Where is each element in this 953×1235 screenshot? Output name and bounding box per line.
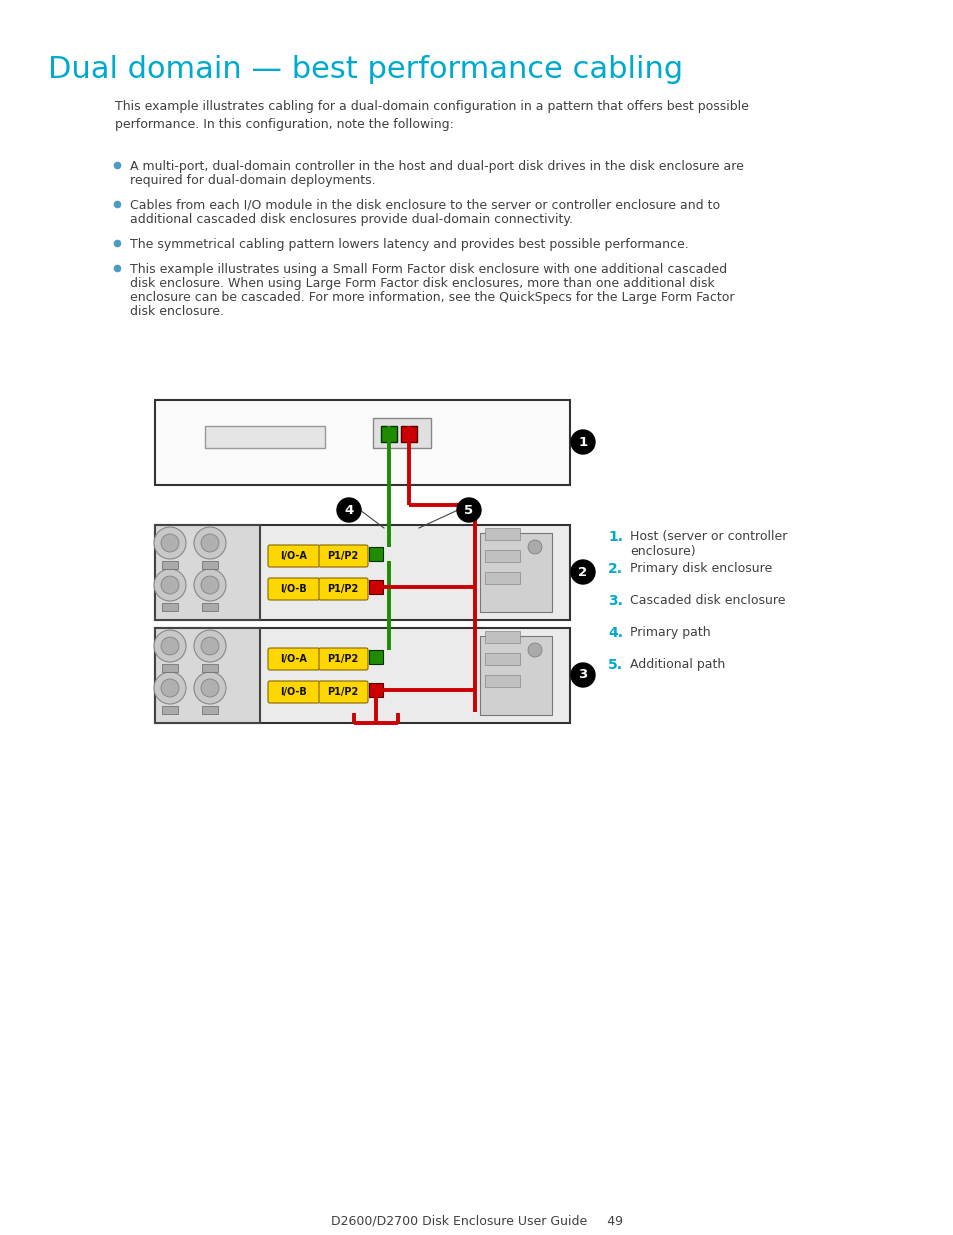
Text: Additional path: Additional path <box>629 658 724 671</box>
Text: 1.: 1. <box>607 530 622 543</box>
Bar <box>369 547 382 561</box>
Bar <box>202 603 218 611</box>
Text: 1: 1 <box>578 436 587 448</box>
Bar <box>380 426 396 442</box>
Text: Primary path: Primary path <box>629 626 710 638</box>
Circle shape <box>161 637 179 655</box>
Bar <box>162 664 178 672</box>
Text: 2: 2 <box>578 566 587 578</box>
Circle shape <box>571 663 595 687</box>
Text: Cables from each I/O module in the disk enclosure to the server or controller en: Cables from each I/O module in the disk … <box>130 199 720 212</box>
FancyBboxPatch shape <box>318 545 368 567</box>
Bar <box>369 580 382 594</box>
Text: I/O-B: I/O-B <box>280 687 307 697</box>
Bar <box>479 534 552 613</box>
Bar <box>154 525 569 620</box>
Text: P1/P2: P1/P2 <box>327 551 358 561</box>
Circle shape <box>201 576 219 594</box>
Text: I/O-A: I/O-A <box>280 655 307 664</box>
Bar <box>154 525 260 620</box>
FancyBboxPatch shape <box>318 648 368 671</box>
Text: I/O-A: I/O-A <box>280 551 307 561</box>
Text: disk enclosure.: disk enclosure. <box>130 305 224 317</box>
Bar <box>484 631 519 643</box>
Bar <box>484 572 519 584</box>
Circle shape <box>571 559 595 584</box>
Circle shape <box>193 630 226 662</box>
Text: D2600/D2700 Disk Enclosure User Guide     49: D2600/D2700 Disk Enclosure User Guide 49 <box>331 1215 622 1228</box>
Circle shape <box>153 672 186 704</box>
Bar <box>162 706 178 714</box>
Bar <box>202 561 218 569</box>
Bar <box>479 636 552 715</box>
Bar <box>202 706 218 714</box>
Circle shape <box>527 540 541 555</box>
Bar <box>205 426 325 448</box>
Text: P1/P2: P1/P2 <box>327 655 358 664</box>
Circle shape <box>456 498 480 522</box>
FancyBboxPatch shape <box>318 680 368 703</box>
Text: 3: 3 <box>578 668 587 682</box>
Circle shape <box>527 643 541 657</box>
Bar <box>484 676 519 687</box>
Text: 3.: 3. <box>607 594 622 608</box>
Text: P1/P2: P1/P2 <box>327 584 358 594</box>
Text: The symmetrical cabling pattern lowers latency and provides best possible perfor: The symmetrical cabling pattern lowers l… <box>130 238 688 251</box>
FancyBboxPatch shape <box>318 578 368 600</box>
Circle shape <box>161 679 179 697</box>
Text: additional cascaded disk enclosures provide dual-domain connectivity.: additional cascaded disk enclosures prov… <box>130 212 573 226</box>
Bar <box>154 400 569 485</box>
Bar <box>162 603 178 611</box>
Bar <box>369 650 382 664</box>
Circle shape <box>161 576 179 594</box>
Bar <box>154 629 260 722</box>
Bar <box>162 561 178 569</box>
Bar <box>484 529 519 540</box>
Bar <box>202 664 218 672</box>
Text: required for dual-domain deployments.: required for dual-domain deployments. <box>130 174 375 186</box>
Bar <box>484 653 519 664</box>
Bar <box>369 683 382 697</box>
Circle shape <box>201 637 219 655</box>
Circle shape <box>193 527 226 559</box>
Bar <box>154 629 569 722</box>
Circle shape <box>153 527 186 559</box>
Bar <box>373 417 431 448</box>
Bar <box>154 525 260 620</box>
Circle shape <box>201 679 219 697</box>
Bar <box>154 629 260 722</box>
Text: enclosure): enclosure) <box>629 545 695 557</box>
FancyBboxPatch shape <box>268 648 319 671</box>
Text: disk enclosure. When using Large Form Factor disk enclosures, more than one addi: disk enclosure. When using Large Form Fa… <box>130 277 714 290</box>
FancyBboxPatch shape <box>268 680 319 703</box>
Circle shape <box>161 534 179 552</box>
Text: I/O-B: I/O-B <box>280 584 307 594</box>
Circle shape <box>193 569 226 601</box>
Text: 5: 5 <box>464 504 473 516</box>
Text: 4: 4 <box>344 504 354 516</box>
Circle shape <box>336 498 360 522</box>
Text: 2.: 2. <box>607 562 622 576</box>
Text: This example illustrates using a Small Form Factor disk enclosure with one addit: This example illustrates using a Small F… <box>130 263 726 275</box>
Text: Primary disk enclosure: Primary disk enclosure <box>629 562 771 576</box>
FancyBboxPatch shape <box>268 578 319 600</box>
Circle shape <box>153 630 186 662</box>
Text: Cascaded disk enclosure: Cascaded disk enclosure <box>629 594 784 606</box>
Bar <box>400 426 416 442</box>
Circle shape <box>153 569 186 601</box>
Text: enclosure can be cascaded. For more information, see the QuickSpecs for the Larg: enclosure can be cascaded. For more info… <box>130 291 734 304</box>
Text: A multi-port, dual-domain controller in the host and dual-port disk drives in th: A multi-port, dual-domain controller in … <box>130 161 743 173</box>
Circle shape <box>571 430 595 454</box>
Text: 4.: 4. <box>607 626 622 640</box>
Text: Dual domain — best performance cabling: Dual domain — best performance cabling <box>48 56 682 84</box>
Circle shape <box>201 534 219 552</box>
Bar <box>484 550 519 562</box>
Text: 5.: 5. <box>607 658 622 672</box>
Text: This example illustrates cabling for a dual-domain configuration in a pattern th: This example illustrates cabling for a d… <box>115 100 748 131</box>
Text: Host (server or controller: Host (server or controller <box>629 530 786 543</box>
FancyBboxPatch shape <box>268 545 319 567</box>
Circle shape <box>193 672 226 704</box>
Text: P1/P2: P1/P2 <box>327 687 358 697</box>
